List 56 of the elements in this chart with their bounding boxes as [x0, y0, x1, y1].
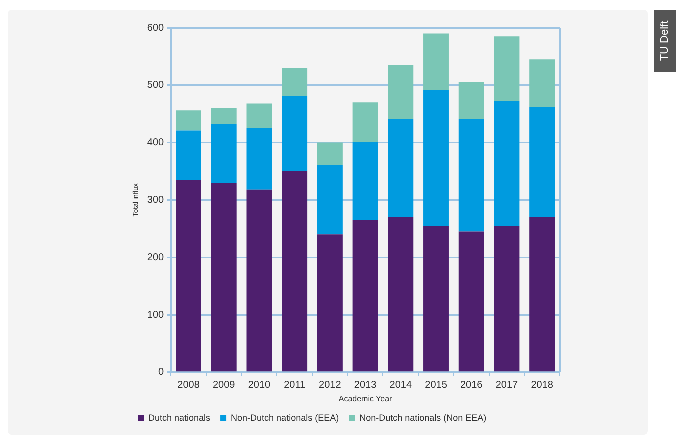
bar: [494, 101, 520, 226]
x-tick-label: 2013: [354, 380, 378, 392]
bar: [246, 190, 272, 372]
bar: [176, 110, 202, 131]
bar: [388, 119, 414, 218]
legend-label: Non-Dutch nationals (EEA): [231, 412, 340, 423]
bar: [282, 96, 308, 172]
bar: [388, 65, 414, 120]
x-tick-label: 2014: [390, 380, 412, 392]
bar: [424, 226, 449, 372]
x-tick-label: 2012: [319, 380, 342, 392]
bar: [458, 119, 484, 232]
bar: [317, 142, 343, 166]
bar: [246, 104, 272, 128]
bar: [494, 36, 520, 102]
x-axis-title: Academic Year: [338, 394, 393, 404]
y-tick-label: 0: [158, 367, 165, 378]
bar: [388, 217, 414, 372]
legend-label: Non-Dutch nationals (Non EEA): [360, 412, 487, 423]
legend-label: Dutch nationals: [148, 412, 212, 423]
x-tick-label: 2016: [460, 380, 484, 392]
bar: [176, 130, 202, 180]
y-tick-label: 600: [147, 22, 165, 34]
bar: [317, 165, 343, 235]
bar: [424, 34, 449, 90]
bar: [282, 172, 308, 372]
x-tick-label: 2015: [425, 380, 448, 392]
bar: [211, 108, 237, 124]
bar: [530, 60, 556, 108]
bar: [352, 102, 378, 142]
y-tick-label: 300: [147, 194, 165, 206]
x-tick-label: 2011: [284, 380, 306, 392]
y-tick-label: 400: [147, 138, 165, 149]
x-tick-label: 2010: [248, 380, 272, 392]
bar: [458, 232, 484, 372]
bar: [282, 68, 308, 96]
bar: [211, 182, 237, 372]
bar: [211, 124, 237, 183]
y-tick-label: 200: [147, 252, 165, 264]
x-tick-label: 2008: [178, 380, 200, 392]
bar: [458, 82, 484, 120]
bar: [530, 107, 556, 218]
y-tick-label: 100: [147, 310, 165, 321]
bar: [176, 180, 202, 372]
bar: [530, 217, 556, 372]
bar: [352, 220, 378, 372]
text: TU Delft: [659, 20, 671, 62]
bar: [494, 226, 520, 372]
x-tick-label: 2009: [212, 380, 236, 392]
x-tick-label: 2018: [531, 380, 554, 392]
x-tick-label: 2017: [496, 380, 519, 392]
bar: [424, 90, 449, 226]
bar: [317, 234, 343, 372]
bar: [246, 128, 272, 190]
bar: [352, 142, 378, 220]
y-tick-label: 500: [147, 80, 165, 92]
